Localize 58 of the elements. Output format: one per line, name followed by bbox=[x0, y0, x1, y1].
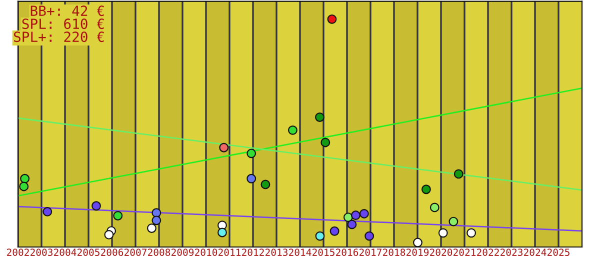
point bbox=[104, 230, 114, 240]
x-tick-label: 2007 bbox=[124, 248, 146, 256]
x-tick-label: 2017 bbox=[360, 248, 382, 256]
x-tick-label: 2021 bbox=[454, 248, 476, 256]
point bbox=[219, 142, 229, 152]
x-tick-label: 2023 bbox=[500, 248, 522, 256]
x-tick-label: 2012 bbox=[242, 248, 264, 256]
x-tick-label: 2018 bbox=[383, 248, 406, 256]
point bbox=[288, 125, 298, 135]
x-tick-label: 2013 bbox=[266, 248, 288, 256]
x-tick-label: 2008 bbox=[148, 248, 170, 256]
point bbox=[92, 201, 101, 211]
point bbox=[260, 180, 270, 190]
annotation: SPL+: 220 € bbox=[14, 32, 104, 42]
point bbox=[327, 14, 337, 24]
point bbox=[421, 184, 431, 194]
x-tick-label: 2004 bbox=[54, 248, 76, 256]
point bbox=[350, 210, 360, 220]
point bbox=[315, 231, 325, 241]
point bbox=[217, 228, 227, 238]
x-tick-label: 2010 bbox=[195, 248, 218, 256]
point bbox=[330, 226, 340, 236]
text: BB+: 42 € bbox=[30, 6, 104, 16]
point bbox=[359, 209, 369, 218]
x-tick-label: 2016 bbox=[336, 248, 358, 256]
point bbox=[320, 138, 330, 148]
x-tick-label: 2020 bbox=[430, 248, 452, 256]
point bbox=[246, 174, 256, 184]
point bbox=[113, 211, 123, 220]
point bbox=[246, 148, 256, 158]
x-tick-label: 2011 bbox=[218, 248, 241, 256]
point bbox=[430, 202, 440, 212]
x-tick-label: 2014 bbox=[289, 248, 312, 256]
point bbox=[152, 216, 162, 226]
point bbox=[438, 228, 448, 238]
x-tick-label: 2015 bbox=[312, 248, 334, 256]
point bbox=[42, 206, 52, 216]
point bbox=[413, 238, 422, 247]
x-tick-label: 2025 bbox=[548, 248, 570, 256]
x-tick-label: 2003 bbox=[30, 248, 52, 256]
point bbox=[466, 228, 476, 238]
point bbox=[146, 224, 156, 233]
point bbox=[347, 220, 357, 230]
point bbox=[454, 169, 464, 179]
x-tick-label: 2024 bbox=[524, 248, 546, 256]
x-tick-label: 2009 bbox=[172, 248, 194, 256]
point bbox=[19, 182, 29, 192]
point bbox=[448, 216, 458, 226]
annotation: SPL: 610 € bbox=[22, 18, 104, 30]
point bbox=[152, 208, 162, 218]
x-tick-label: 2005 bbox=[78, 248, 100, 256]
x-tick-label: 2002 bbox=[7, 248, 29, 256]
x-tick-label: 2006 bbox=[101, 248, 124, 256]
x-tick-label: 2019 bbox=[406, 248, 429, 256]
point bbox=[315, 112, 324, 122]
x-tick-label: 2022 bbox=[477, 248, 499, 256]
point bbox=[364, 231, 374, 241]
point bbox=[20, 174, 30, 184]
